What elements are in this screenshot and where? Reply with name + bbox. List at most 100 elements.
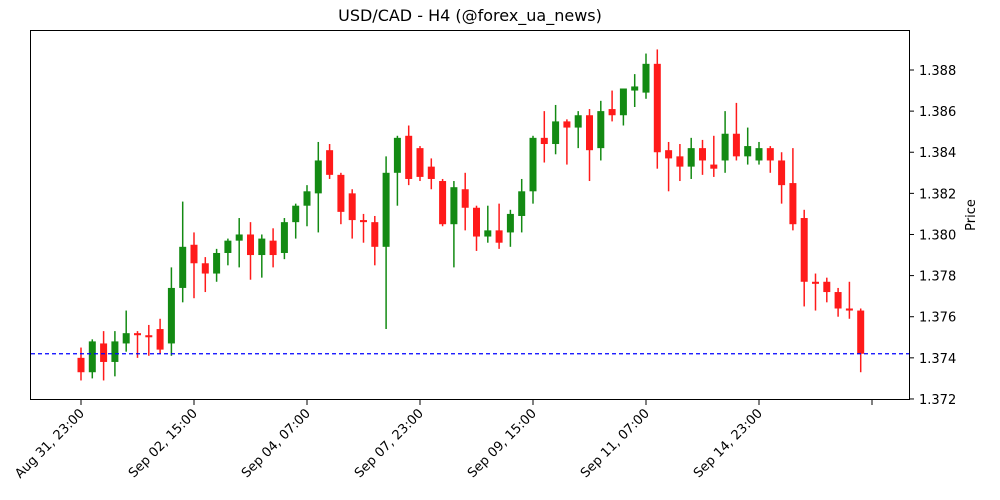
- candle: [393, 135, 401, 206]
- candle: [427, 158, 435, 190]
- x-tick-label: Sep 14, 23:00: [691, 406, 766, 481]
- candle: [292, 203, 300, 239]
- candle: [122, 310, 130, 352]
- candle: [710, 135, 718, 177]
- y-tick-label: 1.386: [919, 105, 956, 120]
- candle: [529, 135, 537, 204]
- candle: [484, 205, 492, 243]
- candle-body: [247, 234, 254, 256]
- candle: [857, 308, 865, 373]
- candle-body: [303, 191, 311, 206]
- candle-body: [834, 292, 842, 309]
- candle-body: [563, 121, 571, 128]
- y-tick-label: 1.382: [919, 187, 956, 202]
- candle: [280, 218, 288, 260]
- candle: [416, 146, 424, 182]
- candle: [653, 49, 661, 169]
- candle-body: [732, 133, 740, 157]
- chart-title: USD/CAD - H4 (@forex_ua_news): [338, 6, 602, 25]
- candle-body: [88, 341, 96, 373]
- candle: [699, 139, 706, 175]
- candle: [360, 213, 367, 243]
- candle: [574, 111, 582, 149]
- x-axis: Aug 31, 23:00 Sep 02, 15:00 Sep 04, 07:00 S…: [12, 400, 873, 482]
- candle: [100, 331, 108, 381]
- candle-body: [665, 150, 673, 159]
- x-tick-label: Sep 02, 15:00: [126, 406, 201, 481]
- candle: [337, 172, 345, 225]
- candle: [812, 273, 819, 311]
- candle-body: [619, 88, 627, 116]
- candle: [405, 125, 413, 186]
- candle: [450, 181, 458, 268]
- candle-body: [495, 230, 503, 243]
- candle-body: [778, 160, 786, 186]
- candle-body: [416, 148, 424, 177]
- candle: [371, 215, 379, 266]
- candle: [834, 287, 842, 317]
- candle-body: [653, 63, 661, 153]
- candle: [77, 347, 85, 381]
- y-axis-label: Price: [964, 199, 979, 231]
- y-tick-label: 1.380: [919, 228, 956, 243]
- candle: [721, 111, 729, 173]
- candle-body: [552, 121, 560, 145]
- candle: [201, 257, 209, 293]
- candle-body: [608, 109, 616, 116]
- x-tick-label: Aug 31, 23:00: [12, 406, 88, 482]
- candle: [190, 232, 198, 299]
- candle: [744, 127, 752, 165]
- candle-body: [201, 263, 209, 274]
- candle: [597, 100, 605, 161]
- candle-body: [529, 137, 537, 192]
- candle-body: [631, 86, 639, 91]
- candle-body: [156, 329, 164, 350]
- candle: [823, 277, 831, 303]
- y-tick-label: 1.376: [919, 311, 956, 326]
- candle-body: [371, 222, 379, 247]
- candle: [540, 111, 548, 163]
- candle: [789, 148, 797, 231]
- candle-body: [461, 189, 469, 208]
- candle: [687, 137, 695, 179]
- x-tick-label: Sep 07, 23:00: [352, 406, 427, 481]
- candle-body: [744, 146, 752, 157]
- candle-body: [823, 281, 831, 293]
- candle-body: [190, 244, 198, 264]
- y-tick-label: 1.374: [919, 352, 956, 367]
- candle: [179, 201, 187, 303]
- candle: [258, 234, 266, 278]
- candle: [732, 102, 740, 161]
- candle-body: [258, 238, 266, 256]
- candle-body: [134, 333, 141, 336]
- candle-body: [337, 174, 345, 212]
- candle-body: [540, 137, 548, 145]
- candle-body: [789, 183, 797, 225]
- candle-body: [280, 222, 288, 253]
- candle: [156, 318, 164, 354]
- candle: [845, 281, 853, 319]
- candle-body: [167, 287, 175, 344]
- candle-body: [348, 193, 356, 221]
- candle: [473, 205, 480, 251]
- candle: [800, 209, 808, 307]
- y-tick-label: 1.378: [919, 270, 956, 285]
- candle-body: [122, 333, 130, 344]
- candle-body: [450, 187, 458, 225]
- candle: [608, 90, 616, 122]
- candle-body: [484, 230, 492, 237]
- candle: [778, 152, 786, 204]
- candle: [269, 228, 277, 268]
- candle: [167, 267, 175, 356]
- candle: [348, 189, 356, 239]
- candle-body: [812, 281, 819, 284]
- candle: [518, 178, 526, 233]
- candle: [676, 144, 684, 182]
- candle: [631, 74, 639, 108]
- candle-body: [292, 205, 300, 223]
- candle-body: [405, 135, 413, 179]
- candle-body: [179, 246, 187, 288]
- plot-area: [30, 30, 910, 400]
- candles-group: [77, 49, 865, 381]
- candle-body: [721, 133, 729, 161]
